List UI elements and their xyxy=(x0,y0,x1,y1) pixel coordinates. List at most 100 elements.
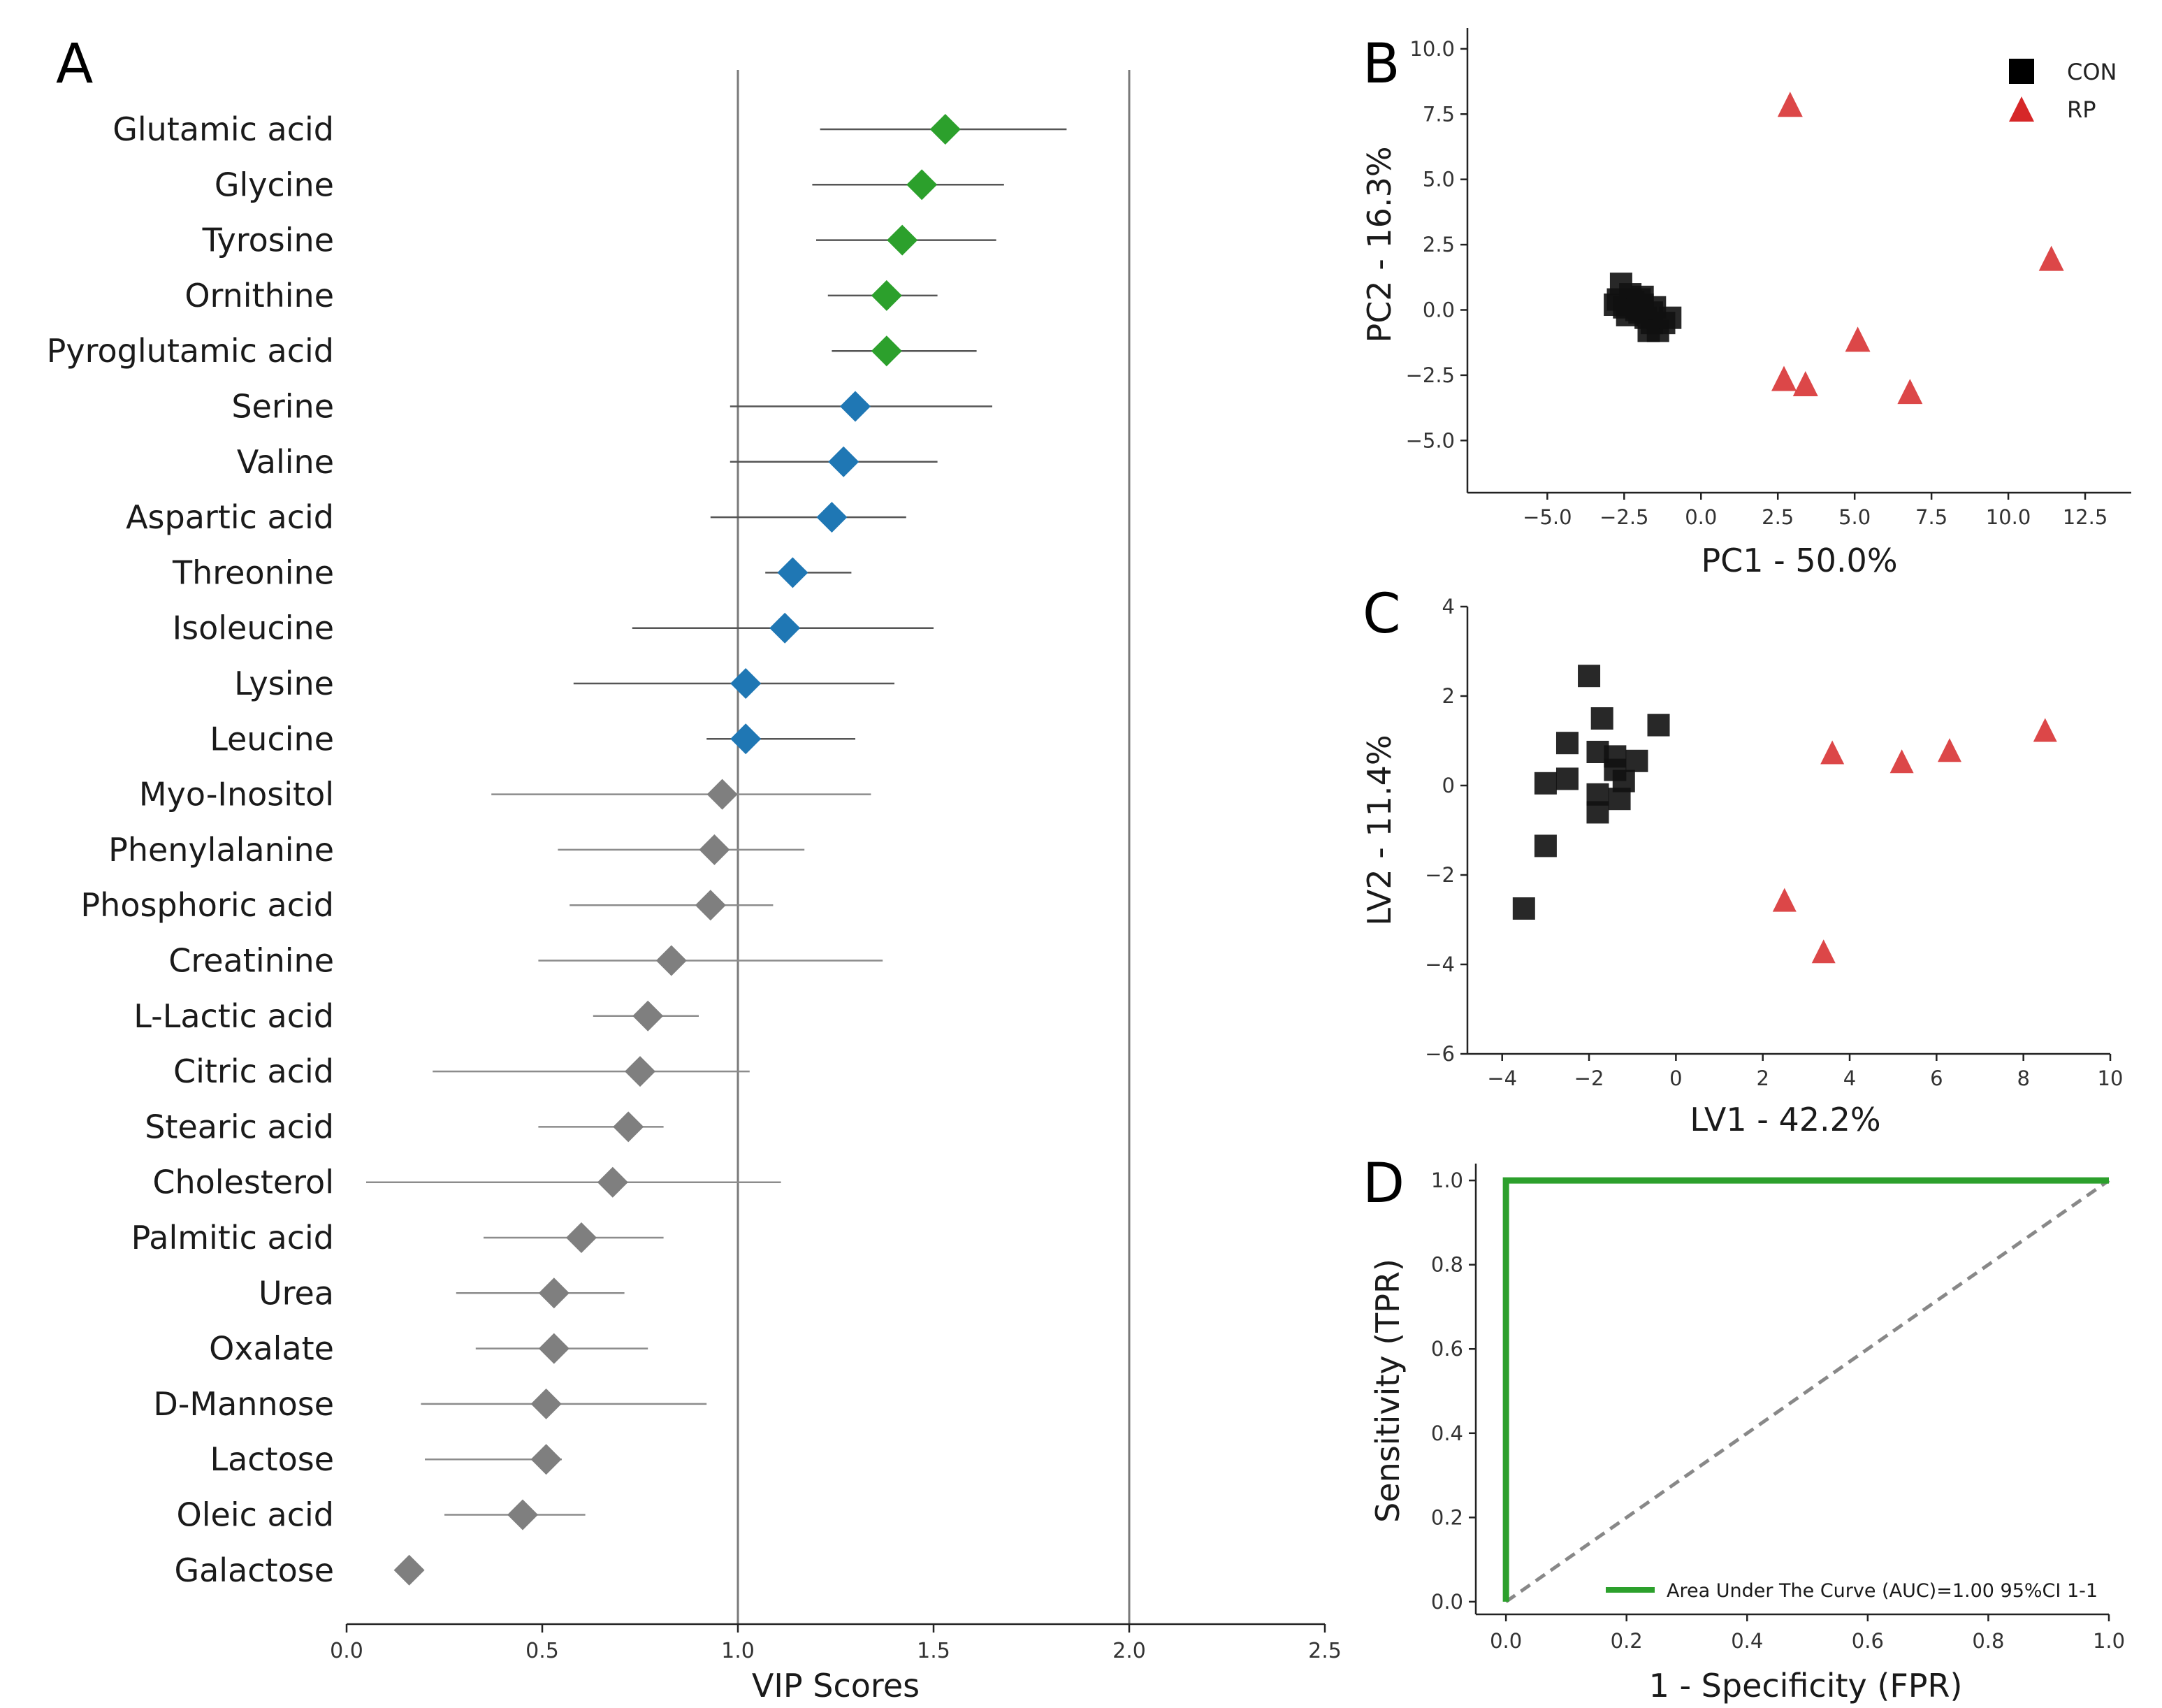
vip-row: L-Lactic acid xyxy=(133,997,699,1035)
rp-point xyxy=(1889,749,1914,774)
y-tick-label: 0.2 xyxy=(1431,1505,1463,1529)
con-point xyxy=(1604,294,1627,317)
legend: Area Under The Curve (AUC)=1.00 95%CI 1-… xyxy=(1606,1580,2098,1602)
metabolite-label: Glycine xyxy=(215,166,334,203)
metabolite-label: Phosphoric acid xyxy=(80,886,334,924)
x-tick-label: 0.8 xyxy=(1972,1629,2004,1653)
vip-row: Lysine xyxy=(234,665,894,702)
panel-c-letter: C xyxy=(1363,583,1400,646)
y-tick-label: 0.4 xyxy=(1431,1421,1463,1445)
x-tick-label: 5.0 xyxy=(1838,505,1871,529)
y-tick-label: 0 xyxy=(1442,774,1455,797)
y-tick-label: 0.6 xyxy=(1431,1337,1463,1361)
y-tick-label: −5.0 xyxy=(1406,428,1455,452)
x-tick-label: 0 xyxy=(1669,1066,1682,1090)
vip-marker xyxy=(530,1388,562,1419)
panel-c: C −4 −2 0 2 4 6 8 10 −6 −4 −2 0 2 4 LV1 - 42.2% LV2 -… xyxy=(1361,583,2123,1138)
roc-curve xyxy=(1502,1177,2109,1602)
x-tick-label: 0.0 xyxy=(1490,1629,1522,1653)
y-tick-label: −6 xyxy=(1425,1042,1455,1066)
vip-marker xyxy=(530,1444,562,1475)
x-tick-label: 10.0 xyxy=(1986,505,2031,529)
vip-marker xyxy=(706,779,738,810)
y-tick-label: −2.5 xyxy=(1406,363,1455,387)
vip-row: Stearic acid xyxy=(145,1108,664,1145)
vip-marker xyxy=(828,446,859,477)
metabolite-label: Citric acid xyxy=(173,1052,334,1090)
con-point xyxy=(1647,714,1670,737)
panel-b-letter: B xyxy=(1363,33,1400,96)
x-tick-label: 0.4 xyxy=(1731,1629,1763,1653)
vip-marker xyxy=(906,169,938,201)
metabolite-label: Isoleucine xyxy=(173,609,334,647)
x-tick-label: 10 xyxy=(2098,1066,2124,1090)
rp-point xyxy=(1777,92,1803,117)
vip-marker xyxy=(871,335,902,367)
rp-point xyxy=(1820,740,1845,765)
vip-row: Oleic acid xyxy=(177,1496,586,1534)
vip-row: Cholesterol xyxy=(152,1164,781,1201)
metabolite-label: L-Lactic acid xyxy=(133,997,334,1035)
vip-row: Pyroglutamic acid xyxy=(47,332,977,370)
vip-marker xyxy=(655,945,687,976)
con-point xyxy=(1512,897,1535,920)
y-axis-label: Sensitivity (TPR) xyxy=(1369,1259,1407,1523)
panel-a: A Glutamic acid Glycine Tyrosine Ornithine P… xyxy=(47,33,1342,1705)
x-axis-label: 1 - Specificity (FPR) xyxy=(1649,1667,1963,1705)
con-point xyxy=(1586,801,1609,824)
con-point xyxy=(1534,834,1557,857)
x-tick-label: 1.5 xyxy=(917,1639,950,1663)
chance-line xyxy=(1504,1179,2110,1603)
x-tick-label: 0.6 xyxy=(1852,1629,1884,1653)
x-tick-label: 0.0 xyxy=(330,1639,363,1663)
y-tick-label: 0.0 xyxy=(1423,298,1455,321)
vip-row: Threonine xyxy=(172,553,852,591)
x-axis-label: LV1 - 42.2% xyxy=(1690,1101,1880,1138)
roc-lines xyxy=(1502,1177,2110,1603)
vip-marker xyxy=(816,502,848,533)
vip-marker xyxy=(730,723,762,755)
x-tick-label: 0.0 xyxy=(1685,505,1717,529)
vip-marker xyxy=(632,1000,664,1032)
con-point xyxy=(1644,296,1667,319)
metabolite-label: Creatinine xyxy=(168,942,334,980)
y-tick-label: −4 xyxy=(1425,953,1455,976)
metabolite-label: Urea xyxy=(259,1274,334,1312)
con-point xyxy=(1608,788,1631,811)
y-tick-label: −2 xyxy=(1425,863,1455,887)
rp-point xyxy=(1792,370,1818,396)
x-tick-label: 1.0 xyxy=(2093,1629,2125,1653)
vip-row: Isoleucine xyxy=(173,609,934,647)
vip-marker xyxy=(769,612,801,644)
rp-point xyxy=(1772,888,1797,912)
axis-ticks: −5.0 −2.5 0.0 2.5 5.0 7.5 10.0 12.5 −5.0 −2.5 0.0 2… xyxy=(1406,37,2108,529)
vip-marker xyxy=(538,1278,569,1309)
x-tick-label: 2.5 xyxy=(1762,505,1794,529)
vip-row: Lactose xyxy=(210,1440,562,1478)
metabolite-label: Valine xyxy=(237,443,334,481)
vip-marker xyxy=(840,391,871,422)
y-axis-label: PC2 - 16.3% xyxy=(1361,146,1398,342)
vip-row: Palmitic acid xyxy=(131,1219,664,1257)
data-points xyxy=(1512,665,2057,964)
vip-marker xyxy=(597,1166,628,1198)
metabolite-label: Glutamic acid xyxy=(113,110,334,148)
y-tick-label: 2 xyxy=(1442,684,1455,708)
metabolite-label: Ornithine xyxy=(184,277,334,314)
metabolite-label: Lysine xyxy=(234,665,334,702)
vip-row: Ornithine xyxy=(184,277,938,314)
x-tick-label: 4 xyxy=(1843,1066,1856,1090)
rp-point xyxy=(1771,366,1797,391)
vip-marker xyxy=(566,1222,597,1253)
vip-marker xyxy=(625,1056,655,1087)
vip-row: Tyrosine xyxy=(202,222,996,259)
metabolite-label: Oleic acid xyxy=(177,1496,334,1534)
rp-point xyxy=(1938,738,1961,762)
legend-marker-con xyxy=(2009,59,2034,84)
vip-marker xyxy=(393,1554,425,1586)
vip-marker xyxy=(929,114,961,145)
rp-point xyxy=(2033,718,2057,742)
x-tick-label: 2.5 xyxy=(1308,1639,1342,1663)
con-point xyxy=(1534,772,1557,795)
metabolite-label: Threonine xyxy=(172,553,334,591)
